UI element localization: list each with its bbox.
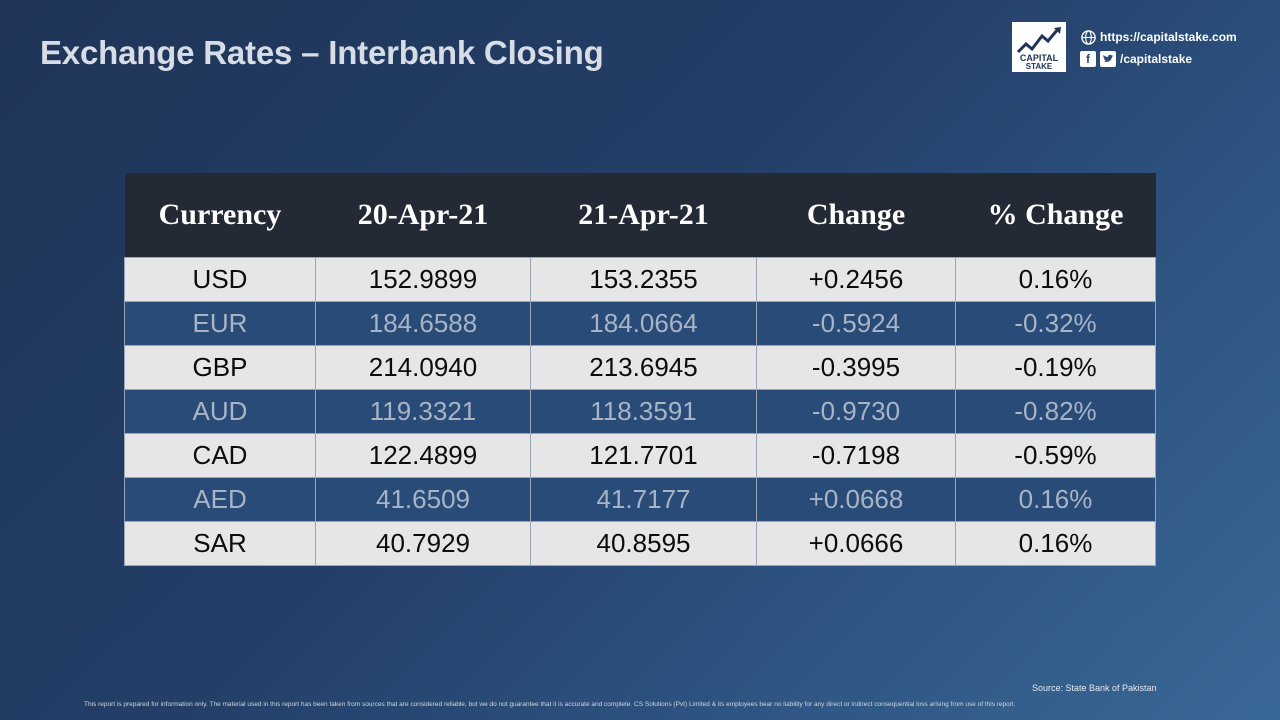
header-pct-change: % Change bbox=[955, 173, 1156, 258]
cell-pct-change: -0.59% bbox=[955, 433, 1156, 478]
cell-currency: GBP bbox=[124, 345, 316, 390]
facebook-icon[interactable]: f bbox=[1080, 51, 1096, 67]
cell-pct-change: 0.16% bbox=[955, 521, 1156, 566]
cell-change: -0.7198 bbox=[756, 433, 956, 478]
cell-currency: EUR bbox=[124, 301, 316, 346]
cell-currency: USD bbox=[124, 257, 316, 302]
cell-change: +0.2456 bbox=[756, 257, 956, 302]
cell-pct-change: 0.16% bbox=[955, 477, 1156, 522]
table-header-row: Currency 20-Apr-21 21-Apr-21 Change % Ch… bbox=[124, 173, 1156, 258]
cell-change: -0.5924 bbox=[756, 301, 956, 346]
website-url: https://capitalstake.com bbox=[1100, 30, 1237, 44]
cell-rate-20apr: 40.7929 bbox=[315, 521, 531, 566]
social-link[interactable]: f /capitalstake bbox=[1080, 48, 1280, 70]
cell-pct-change: -0.82% bbox=[955, 389, 1156, 434]
cell-rate-20apr: 184.6588 bbox=[315, 301, 531, 346]
header-date-1: 20-Apr-21 bbox=[315, 173, 531, 258]
table-row: SAR 40.7929 40.8595 +0.0666 0.16% bbox=[124, 521, 1156, 566]
cell-rate-20apr: 152.9899 bbox=[315, 257, 531, 302]
cell-rate-20apr: 122.4899 bbox=[315, 433, 531, 478]
cell-pct-change: -0.19% bbox=[955, 345, 1156, 390]
globe-icon bbox=[1080, 29, 1096, 45]
cell-change: -0.3995 bbox=[756, 345, 956, 390]
exchange-rates-table: Currency 20-Apr-21 21-Apr-21 Change % Ch… bbox=[124, 173, 1156, 566]
page-title: Exchange Rates – Interbank Closing bbox=[40, 34, 604, 71]
cell-rate-21apr: 118.3591 bbox=[530, 389, 757, 434]
cell-rate-21apr: 213.6945 bbox=[530, 345, 757, 390]
twitter-icon[interactable] bbox=[1100, 51, 1116, 67]
cell-pct-change: -0.32% bbox=[955, 301, 1156, 346]
logo-text-line2: STAKE bbox=[1026, 62, 1053, 70]
cell-currency: AED bbox=[124, 477, 316, 522]
header-change: Change bbox=[756, 173, 956, 258]
cell-rate-21apr: 41.7177 bbox=[530, 477, 757, 522]
disclaimer-text: This report is prepared for information … bbox=[84, 701, 1016, 708]
header-currency: Currency bbox=[124, 173, 316, 258]
cell-change: +0.0666 bbox=[756, 521, 956, 566]
capital-stake-logo[interactable]: CAPITAL STAKE bbox=[1012, 22, 1066, 72]
cell-currency: CAD bbox=[124, 433, 316, 478]
table-row: GBP 214.0940 213.6945 -0.3995 -0.19% bbox=[124, 345, 1156, 390]
cell-rate-21apr: 184.0664 bbox=[530, 301, 757, 346]
cell-change: +0.0668 bbox=[756, 477, 956, 522]
cell-currency: AUD bbox=[124, 389, 316, 434]
cell-rate-21apr: 153.2355 bbox=[530, 257, 757, 302]
table-row: AUD 119.3321 118.3591 -0.9730 -0.82% bbox=[124, 389, 1156, 434]
header-date-2: 21-Apr-21 bbox=[530, 173, 757, 258]
logo-text-line1: CAPITAL bbox=[1020, 53, 1059, 63]
table-row: CAD 122.4899 121.7701 -0.7198 -0.59% bbox=[124, 433, 1156, 478]
table-row: USD 152.9899 153.2355 +0.2456 0.16% bbox=[124, 257, 1156, 302]
cell-currency: SAR bbox=[124, 521, 316, 566]
table-row: AED 41.6509 41.7177 +0.0668 0.16% bbox=[124, 477, 1156, 522]
website-link[interactable]: https://capitalstake.com bbox=[1080, 26, 1280, 48]
cell-change: -0.9730 bbox=[756, 389, 956, 434]
cell-pct-change: 0.16% bbox=[955, 257, 1156, 302]
cell-rate-20apr: 41.6509 bbox=[315, 477, 531, 522]
social-handle: /capitalstake bbox=[1120, 52, 1193, 66]
cell-rate-20apr: 214.0940 bbox=[315, 345, 531, 390]
cell-rate-21apr: 121.7701 bbox=[530, 433, 757, 478]
table-row: EUR 184.6588 184.0664 -0.5924 -0.32% bbox=[124, 301, 1156, 346]
source-note: Source: State Bank of Pakistan bbox=[1032, 683, 1157, 693]
cell-rate-20apr: 119.3321 bbox=[315, 389, 531, 434]
cell-rate-21apr: 40.8595 bbox=[530, 521, 757, 566]
brand-links: https://capitalstake.com f /capitalstake bbox=[1080, 26, 1280, 70]
